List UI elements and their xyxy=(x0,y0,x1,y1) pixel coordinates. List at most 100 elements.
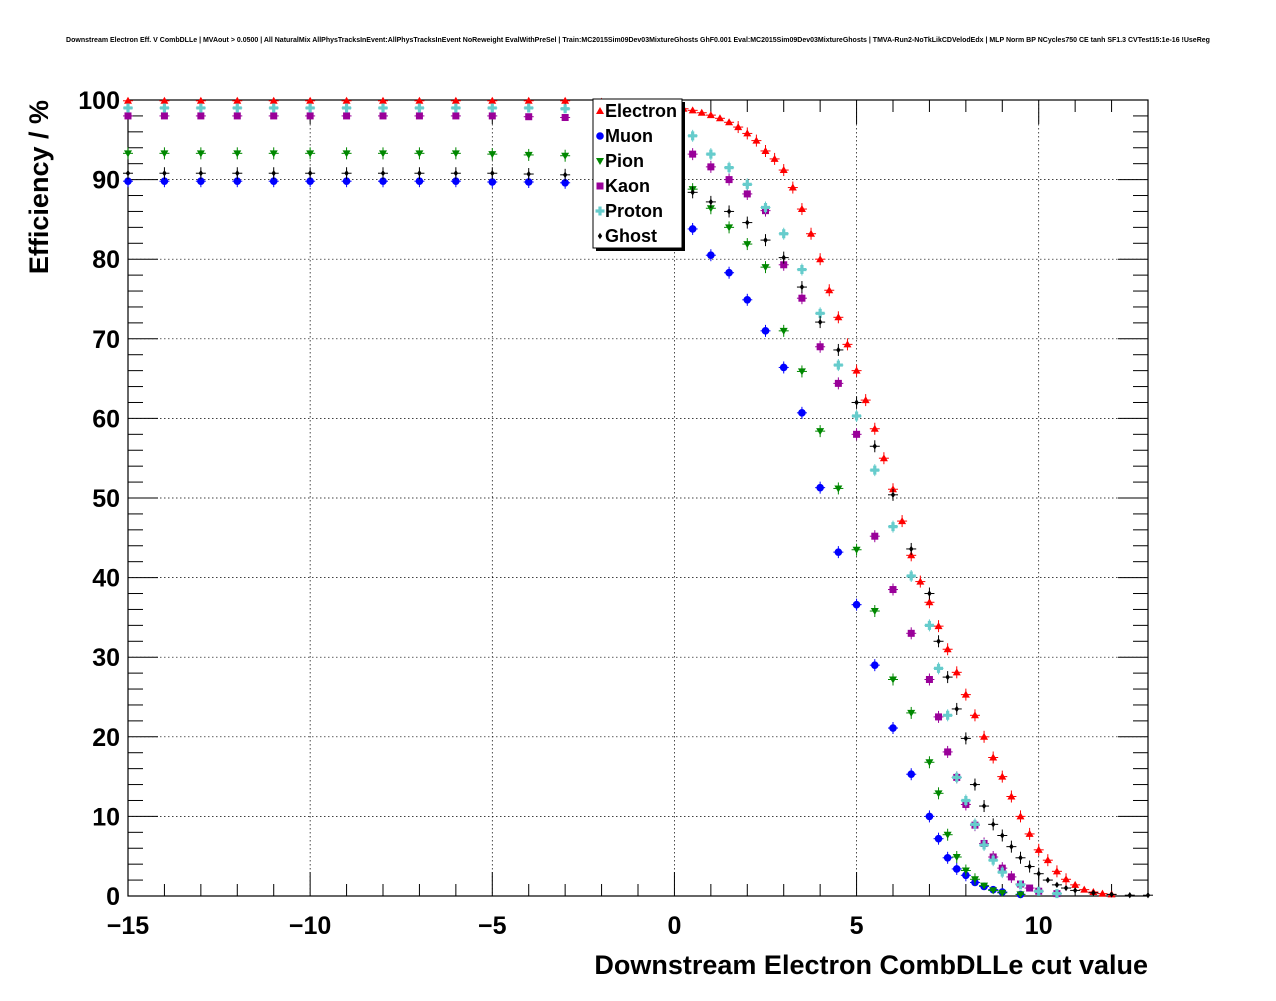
point-muon xyxy=(124,177,132,185)
point-pion xyxy=(870,608,879,616)
point-electron xyxy=(998,772,1007,780)
point-muon xyxy=(379,177,387,185)
point-muon xyxy=(342,177,351,185)
point-kaon xyxy=(935,713,943,721)
point-ghost xyxy=(745,219,750,226)
point-kaon xyxy=(834,379,842,387)
point-ghost xyxy=(344,170,349,177)
point-electron xyxy=(725,118,734,126)
point-kaon xyxy=(871,532,879,540)
point-ghost xyxy=(936,638,941,645)
point-electron xyxy=(1062,875,1071,883)
point-proton xyxy=(997,867,1007,877)
point-electron xyxy=(1071,880,1080,888)
point-electron xyxy=(934,622,943,630)
point-ghost xyxy=(1063,884,1069,892)
x-tick-label: 0 xyxy=(667,912,681,940)
y-tick-label: 40 xyxy=(92,565,120,593)
point-electron xyxy=(524,96,533,104)
point-muon xyxy=(197,177,205,185)
y-tick-label: 20 xyxy=(92,724,120,752)
point-electron xyxy=(715,114,724,122)
point-muon xyxy=(306,177,314,185)
data-points xyxy=(123,96,1153,899)
point-ghost xyxy=(1109,891,1114,898)
point-proton xyxy=(833,360,843,370)
point-pion xyxy=(907,709,916,717)
point-kaon xyxy=(415,112,423,120)
point-proton xyxy=(797,265,807,275)
point-proton xyxy=(934,663,944,673)
point-ghost xyxy=(1045,876,1051,884)
point-kaon xyxy=(798,294,806,302)
point-ghost xyxy=(1018,854,1023,861)
point-muon xyxy=(952,865,961,873)
point-ghost xyxy=(307,170,313,177)
point-electron xyxy=(961,690,970,698)
point-proton xyxy=(815,308,825,318)
point-proton xyxy=(1015,880,1025,890)
legend-marker-proton xyxy=(595,206,605,216)
point-muon xyxy=(233,177,242,185)
point-proton xyxy=(269,103,279,113)
point-kaon xyxy=(689,150,697,158)
point-ghost xyxy=(1009,843,1014,850)
point-muon xyxy=(452,177,460,185)
point-muon xyxy=(852,600,861,609)
point-kaon xyxy=(1026,884,1034,892)
point-proton xyxy=(305,103,315,113)
legend-marker-ghost xyxy=(597,232,603,240)
point-kaon xyxy=(743,190,751,198)
point-kaon xyxy=(853,430,861,438)
point-electron xyxy=(415,96,424,104)
point-pion xyxy=(797,368,806,376)
point-proton xyxy=(979,840,989,850)
point-ghost xyxy=(1000,832,1005,839)
point-pion xyxy=(816,428,825,436)
point-proton xyxy=(159,103,169,113)
legend-label-electron: Electron xyxy=(605,101,677,121)
point-muon xyxy=(725,268,733,277)
point-electron xyxy=(306,96,315,104)
point-muon xyxy=(707,251,715,260)
point-kaon xyxy=(343,112,351,120)
legend: Electron Muon Pion Kaon Proton Ghost xyxy=(592,98,685,251)
y-tick-label: 10 xyxy=(92,803,120,831)
point-electron xyxy=(925,598,934,606)
point-electron xyxy=(196,96,205,104)
point-muon xyxy=(889,724,897,732)
y-tick-label: 30 xyxy=(92,644,120,672)
point-electron xyxy=(770,154,779,162)
legend-marker-kaon xyxy=(596,182,604,190)
point-ghost xyxy=(927,590,932,597)
point-electron xyxy=(451,96,460,104)
point-muon xyxy=(415,177,424,185)
point-electron xyxy=(743,129,752,137)
point-electron xyxy=(160,96,169,104)
point-proton xyxy=(560,104,570,114)
point-proton xyxy=(1052,889,1062,899)
point-ghost xyxy=(1036,870,1041,877)
point-kaon xyxy=(907,629,915,637)
point-kaon xyxy=(816,343,824,351)
point-pion xyxy=(488,151,497,159)
point-pion xyxy=(970,876,979,884)
point-electron xyxy=(943,645,952,653)
point-pion xyxy=(889,676,897,684)
point-electron xyxy=(807,229,816,237)
point-pion xyxy=(233,150,242,158)
point-electron xyxy=(989,753,998,761)
point-ghost xyxy=(1027,863,1032,870)
point-electron xyxy=(788,183,797,191)
point-proton xyxy=(988,855,998,865)
point-electron xyxy=(816,255,825,263)
point-ghost xyxy=(562,171,568,179)
legend-label-muon: Muon xyxy=(605,126,653,146)
point-proton xyxy=(232,103,242,113)
point-kaon xyxy=(525,113,533,121)
point-muon xyxy=(934,834,943,843)
point-kaon xyxy=(944,748,952,756)
point-electron xyxy=(970,711,979,719)
point-proton xyxy=(688,131,698,141)
y-tick-label: 60 xyxy=(92,405,120,433)
